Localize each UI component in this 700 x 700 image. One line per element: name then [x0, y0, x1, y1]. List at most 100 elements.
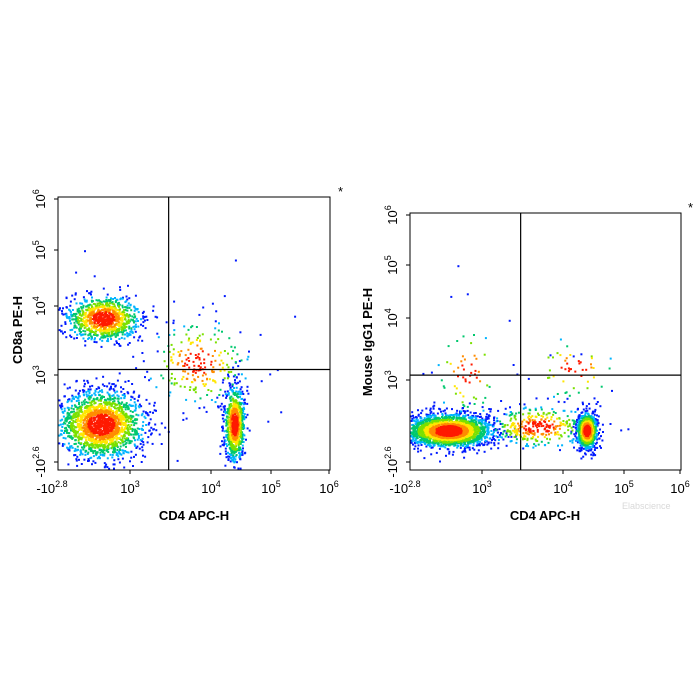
event-dot [115, 319, 118, 322]
event-dot [443, 409, 446, 412]
event-dot [92, 408, 95, 411]
event-dot [113, 406, 116, 409]
event-dot [241, 436, 244, 439]
event-dot [234, 374, 237, 377]
event-dot [116, 324, 118, 327]
event-dot [153, 404, 156, 407]
event-dot [109, 387, 112, 390]
event-dot [123, 466, 126, 469]
event-dot [71, 394, 74, 397]
event-dot [231, 439, 234, 442]
event-dot [113, 309, 116, 312]
event-dot [533, 443, 536, 446]
event-dot [232, 455, 235, 458]
event-dot [117, 400, 120, 403]
event-dot [196, 344, 199, 347]
event-dot [484, 396, 487, 399]
event-dot [103, 426, 105, 429]
event-dot [206, 377, 209, 380]
event-dot [104, 323, 107, 326]
event-dot [410, 441, 413, 444]
event-dot [108, 395, 111, 398]
event-dot [108, 327, 111, 330]
event-dot [235, 382, 238, 385]
event-dot [72, 417, 75, 420]
event-dot [72, 414, 75, 417]
event-dot [189, 386, 192, 389]
event-dot [420, 417, 423, 420]
event-dot [83, 443, 85, 445]
event-dot [121, 435, 124, 438]
event-dot [101, 445, 104, 448]
event-dot [468, 448, 471, 451]
event-dot [117, 402, 120, 405]
event-dot [68, 421, 71, 423]
event-dot [72, 424, 75, 427]
event-dot [112, 310, 115, 313]
event-dot [127, 392, 130, 395]
event-dot [471, 447, 474, 450]
event-dot [95, 443, 98, 446]
event-dot [505, 444, 508, 447]
event-dot [172, 319, 175, 322]
event-dot [81, 436, 84, 439]
event-dot [137, 414, 140, 417]
event-dot [129, 414, 132, 417]
event-dot [103, 454, 106, 457]
event-dot [82, 448, 85, 451]
event-dot [109, 424, 112, 426]
event-dot [90, 317, 93, 320]
event-dot [238, 414, 241, 417]
event-dot [95, 299, 98, 302]
event-dot [238, 452, 241, 454]
event-dot [137, 320, 139, 322]
event-dot [239, 331, 242, 334]
event-dot [488, 437, 491, 440]
event-dot [127, 408, 130, 411]
event-dot [140, 405, 143, 408]
event-dot [132, 465, 134, 467]
event-dot [452, 450, 455, 453]
event-dot [107, 428, 110, 431]
event-dot [61, 418, 64, 421]
event-dot [107, 411, 110, 414]
event-dot [111, 422, 114, 425]
event-dot [133, 313, 136, 316]
event-dot [211, 369, 214, 372]
event-dot [480, 423, 483, 426]
event-dot [466, 446, 469, 449]
event-dot [233, 410, 236, 413]
event-dot [85, 404, 88, 407]
event-dot [77, 425, 79, 428]
event-dot [583, 444, 586, 447]
event-dot [145, 315, 148, 318]
event-dot [108, 331, 111, 334]
event-dot [79, 410, 82, 413]
event-dot [114, 431, 117, 434]
event-dot [75, 271, 78, 274]
event-dot [121, 437, 124, 440]
event-dot [121, 326, 124, 329]
event-dot [242, 447, 244, 450]
event-dot [118, 327, 121, 330]
event-dot [242, 393, 245, 395]
event-dot [99, 303, 102, 306]
event-dot [110, 297, 112, 300]
event-dot [476, 452, 479, 455]
event-dot [128, 325, 131, 328]
event-dot [86, 328, 89, 331]
event-dot [91, 384, 94, 387]
event-dot [182, 370, 185, 373]
event-dot [133, 409, 136, 412]
event-dot [238, 455, 241, 458]
event-dot [182, 365, 185, 367]
event-dot [220, 402, 223, 405]
event-dot [91, 321, 94, 324]
event-dot [135, 413, 138, 416]
event-dot [67, 463, 70, 466]
event-dot [134, 407, 137, 410]
event-dot [66, 412, 69, 415]
event-dot [105, 300, 108, 303]
event-dot [492, 425, 495, 428]
event-dot [222, 362, 225, 365]
